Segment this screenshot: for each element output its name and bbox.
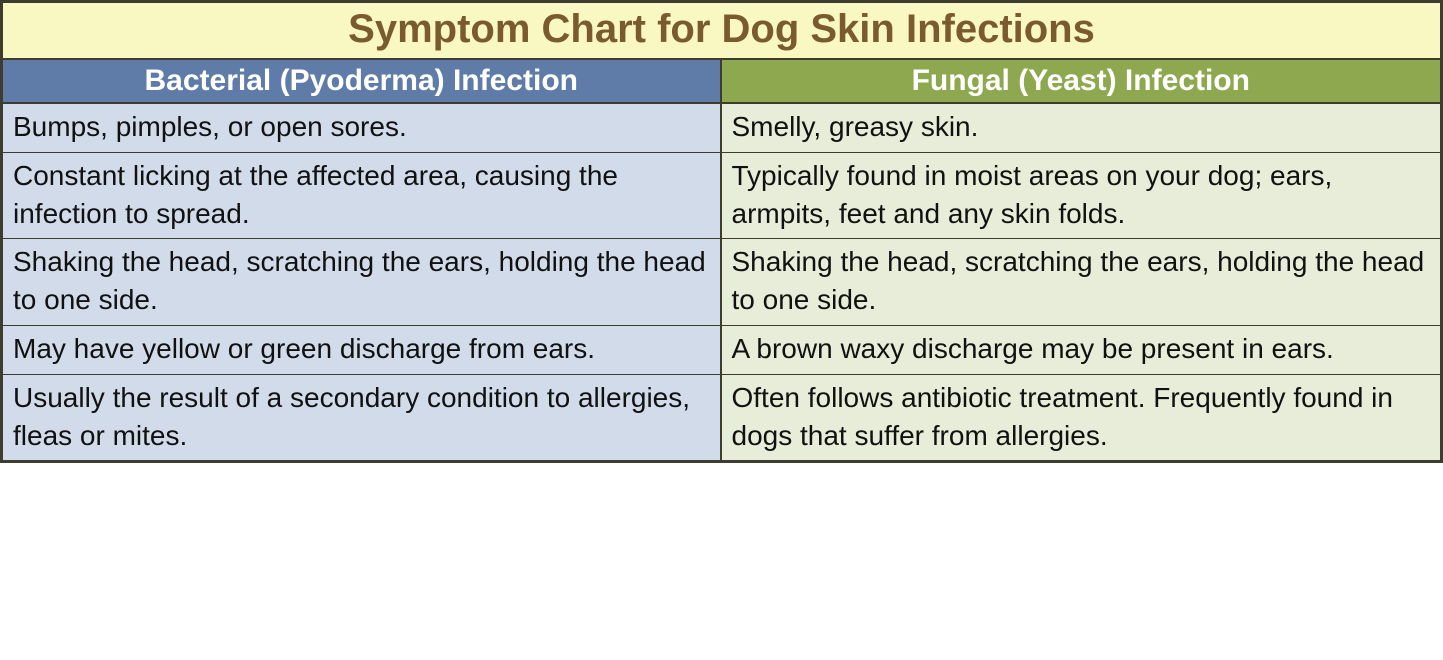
table-row: Shaking the head, scratching the ears, h… xyxy=(3,239,1440,326)
cell-fungal: Typically found in moist areas on your d… xyxy=(722,153,1441,240)
cell-fungal: A brown waxy discharge may be present in… xyxy=(722,326,1441,375)
column-header-fungal: Fungal (Yeast) Infection xyxy=(722,60,1441,104)
table-body: Bumps, pimples, or open sores. Smelly, g… xyxy=(3,104,1440,460)
cell-bacterial: Usually the result of a secondary condit… xyxy=(3,375,722,461)
table-title: Symptom Chart for Dog Skin Infections xyxy=(348,7,1095,51)
table-row: Bumps, pimples, or open sores. Smelly, g… xyxy=(3,104,1440,153)
cell-fungal: Often follows antibiotic treatment. Freq… xyxy=(722,375,1441,461)
table-row: Usually the result of a secondary condit… xyxy=(3,375,1440,461)
cell-fungal: Shaking the head, scratching the ears, h… xyxy=(722,239,1441,326)
cell-fungal: Smelly, greasy skin. xyxy=(722,104,1441,153)
table-title-row: Symptom Chart for Dog Skin Infections xyxy=(3,3,1440,60)
table-row: May have yellow or green discharge from … xyxy=(3,326,1440,375)
table-header-row: Bacterial (Pyoderma) Infection Fungal (Y… xyxy=(3,60,1440,104)
table-row: Constant licking at the affected area, c… xyxy=(3,153,1440,240)
cell-bacterial: May have yellow or green discharge from … xyxy=(3,326,722,375)
cell-bacterial: Constant licking at the affected area, c… xyxy=(3,153,722,240)
column-header-bacterial: Bacterial (Pyoderma) Infection xyxy=(3,60,722,104)
cell-bacterial: Shaking the head, scratching the ears, h… xyxy=(3,239,722,326)
cell-bacterial: Bumps, pimples, or open sores. xyxy=(3,104,722,153)
symptom-chart-table: Symptom Chart for Dog Skin Infections Ba… xyxy=(0,0,1443,463)
